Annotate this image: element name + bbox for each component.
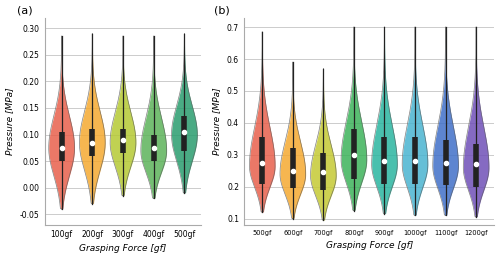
X-axis label: Grasping Force [gf]: Grasping Force [gf]	[80, 244, 166, 254]
Y-axis label: Pressure [MPa]: Pressure [MPa]	[6, 88, 15, 155]
Text: (b): (b)	[214, 5, 230, 16]
Text: (a): (a)	[16, 5, 32, 16]
Y-axis label: Pressure [MPa]: Pressure [MPa]	[212, 88, 222, 155]
X-axis label: Grasping Force [gf]: Grasping Force [gf]	[326, 241, 413, 250]
